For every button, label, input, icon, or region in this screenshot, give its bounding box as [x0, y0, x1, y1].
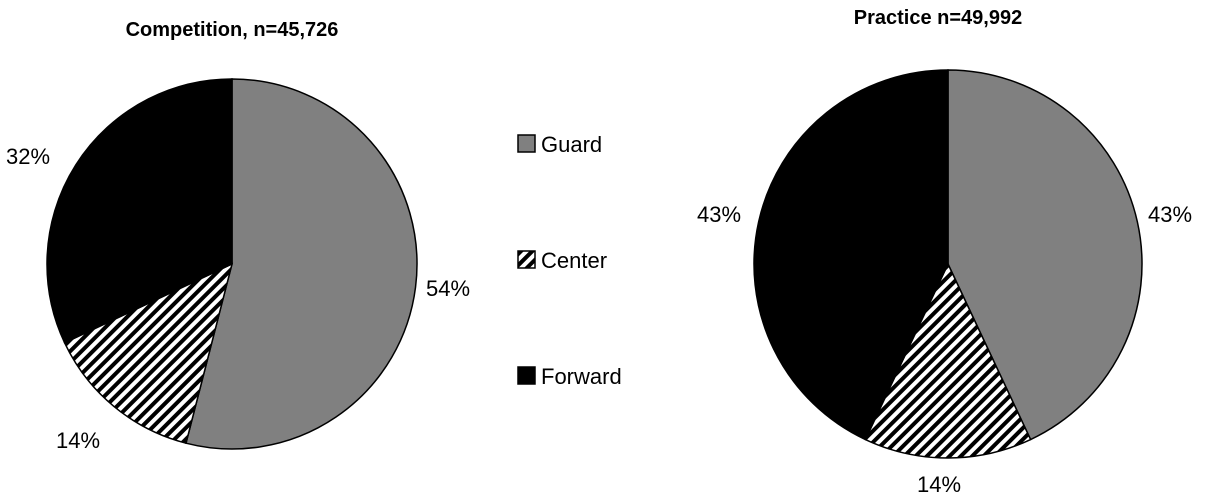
legend-item-guard: Guard	[517, 132, 602, 157]
data-label-competition-forward: 32%	[6, 144, 50, 169]
data-label-practice-center: 14%	[917, 472, 961, 497]
legend-label-center: Center	[541, 248, 607, 273]
chart-title-competition: Competition, n=45,726	[126, 19, 339, 41]
pie-competition-slices	[46, 78, 418, 450]
data-label-competition-guard: 54%	[426, 276, 470, 301]
legend-item-forward: Forward	[517, 364, 622, 389]
pie-practice-slices	[753, 69, 1143, 459]
data-label-practice-guard: 43%	[1148, 202, 1192, 227]
data-label-practice-forward: 43%	[697, 202, 741, 227]
pie-slice-practice-guard	[947, 69, 1143, 441]
legend-label-forward: Forward	[541, 364, 622, 389]
legend-swatch-forward	[517, 366, 536, 385]
pie-chart-competition: Competition, n=45,726 54% 14% 32%	[6, 19, 470, 453]
pie-chart-practice: Practice n=49,992 43% 14% 43%	[697, 7, 1192, 497]
pie-slice-practice-forward	[753, 69, 949, 441]
legend-swatch-center	[517, 250, 536, 269]
data-label-competition-center: 14%	[56, 428, 100, 453]
legend-swatch-guard	[517, 134, 536, 153]
chart-title-practice: Practice n=49,992	[854, 7, 1022, 29]
pie-slice-competition-center	[63, 262, 234, 445]
legend-label-guard: Guard	[541, 132, 602, 157]
pie-slice-competition-guard	[185, 78, 418, 450]
pie-slice-competition-forward	[46, 78, 233, 344]
legend-item-center: Center	[517, 248, 607, 273]
pie-slice-practice-center	[864, 262, 1032, 459]
legend: Guard Center Forward	[517, 132, 622, 389]
